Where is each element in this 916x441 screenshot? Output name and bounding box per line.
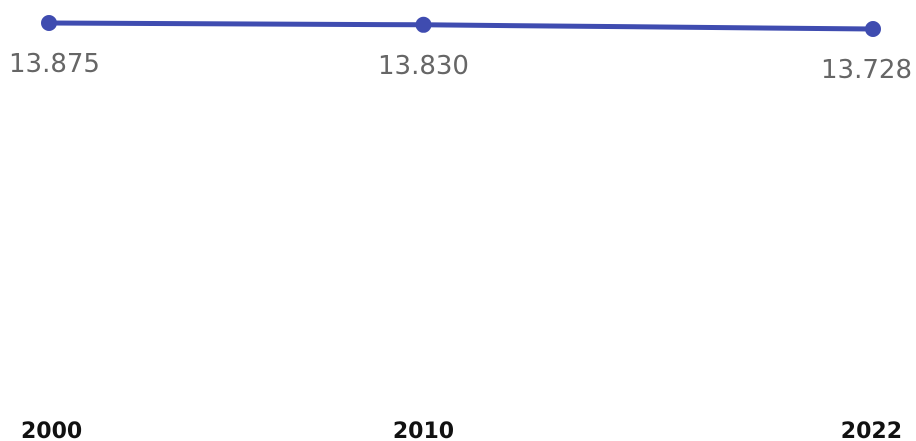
x-tick-label-2022: 2022	[841, 419, 902, 441]
x-axis-tick-labels: 2000 2010 2022	[21, 419, 902, 441]
series-layer	[41, 15, 881, 37]
series-line	[46, 20, 876, 32]
data-label-2000: 13.875	[9, 49, 100, 79]
x-tick-label-2000: 2000	[21, 419, 82, 441]
data-point-2022[interactable]	[865, 21, 881, 37]
data-labels: 13.875 13.830 13.728	[9, 49, 912, 85]
data-label-2022: 13.728	[821, 55, 912, 85]
data-point-2000[interactable]	[41, 15, 57, 31]
x-tick-label-2010: 2010	[393, 419, 454, 441]
data-label-2010: 13.830	[378, 51, 469, 81]
data-point-2010[interactable]	[415, 16, 432, 33]
